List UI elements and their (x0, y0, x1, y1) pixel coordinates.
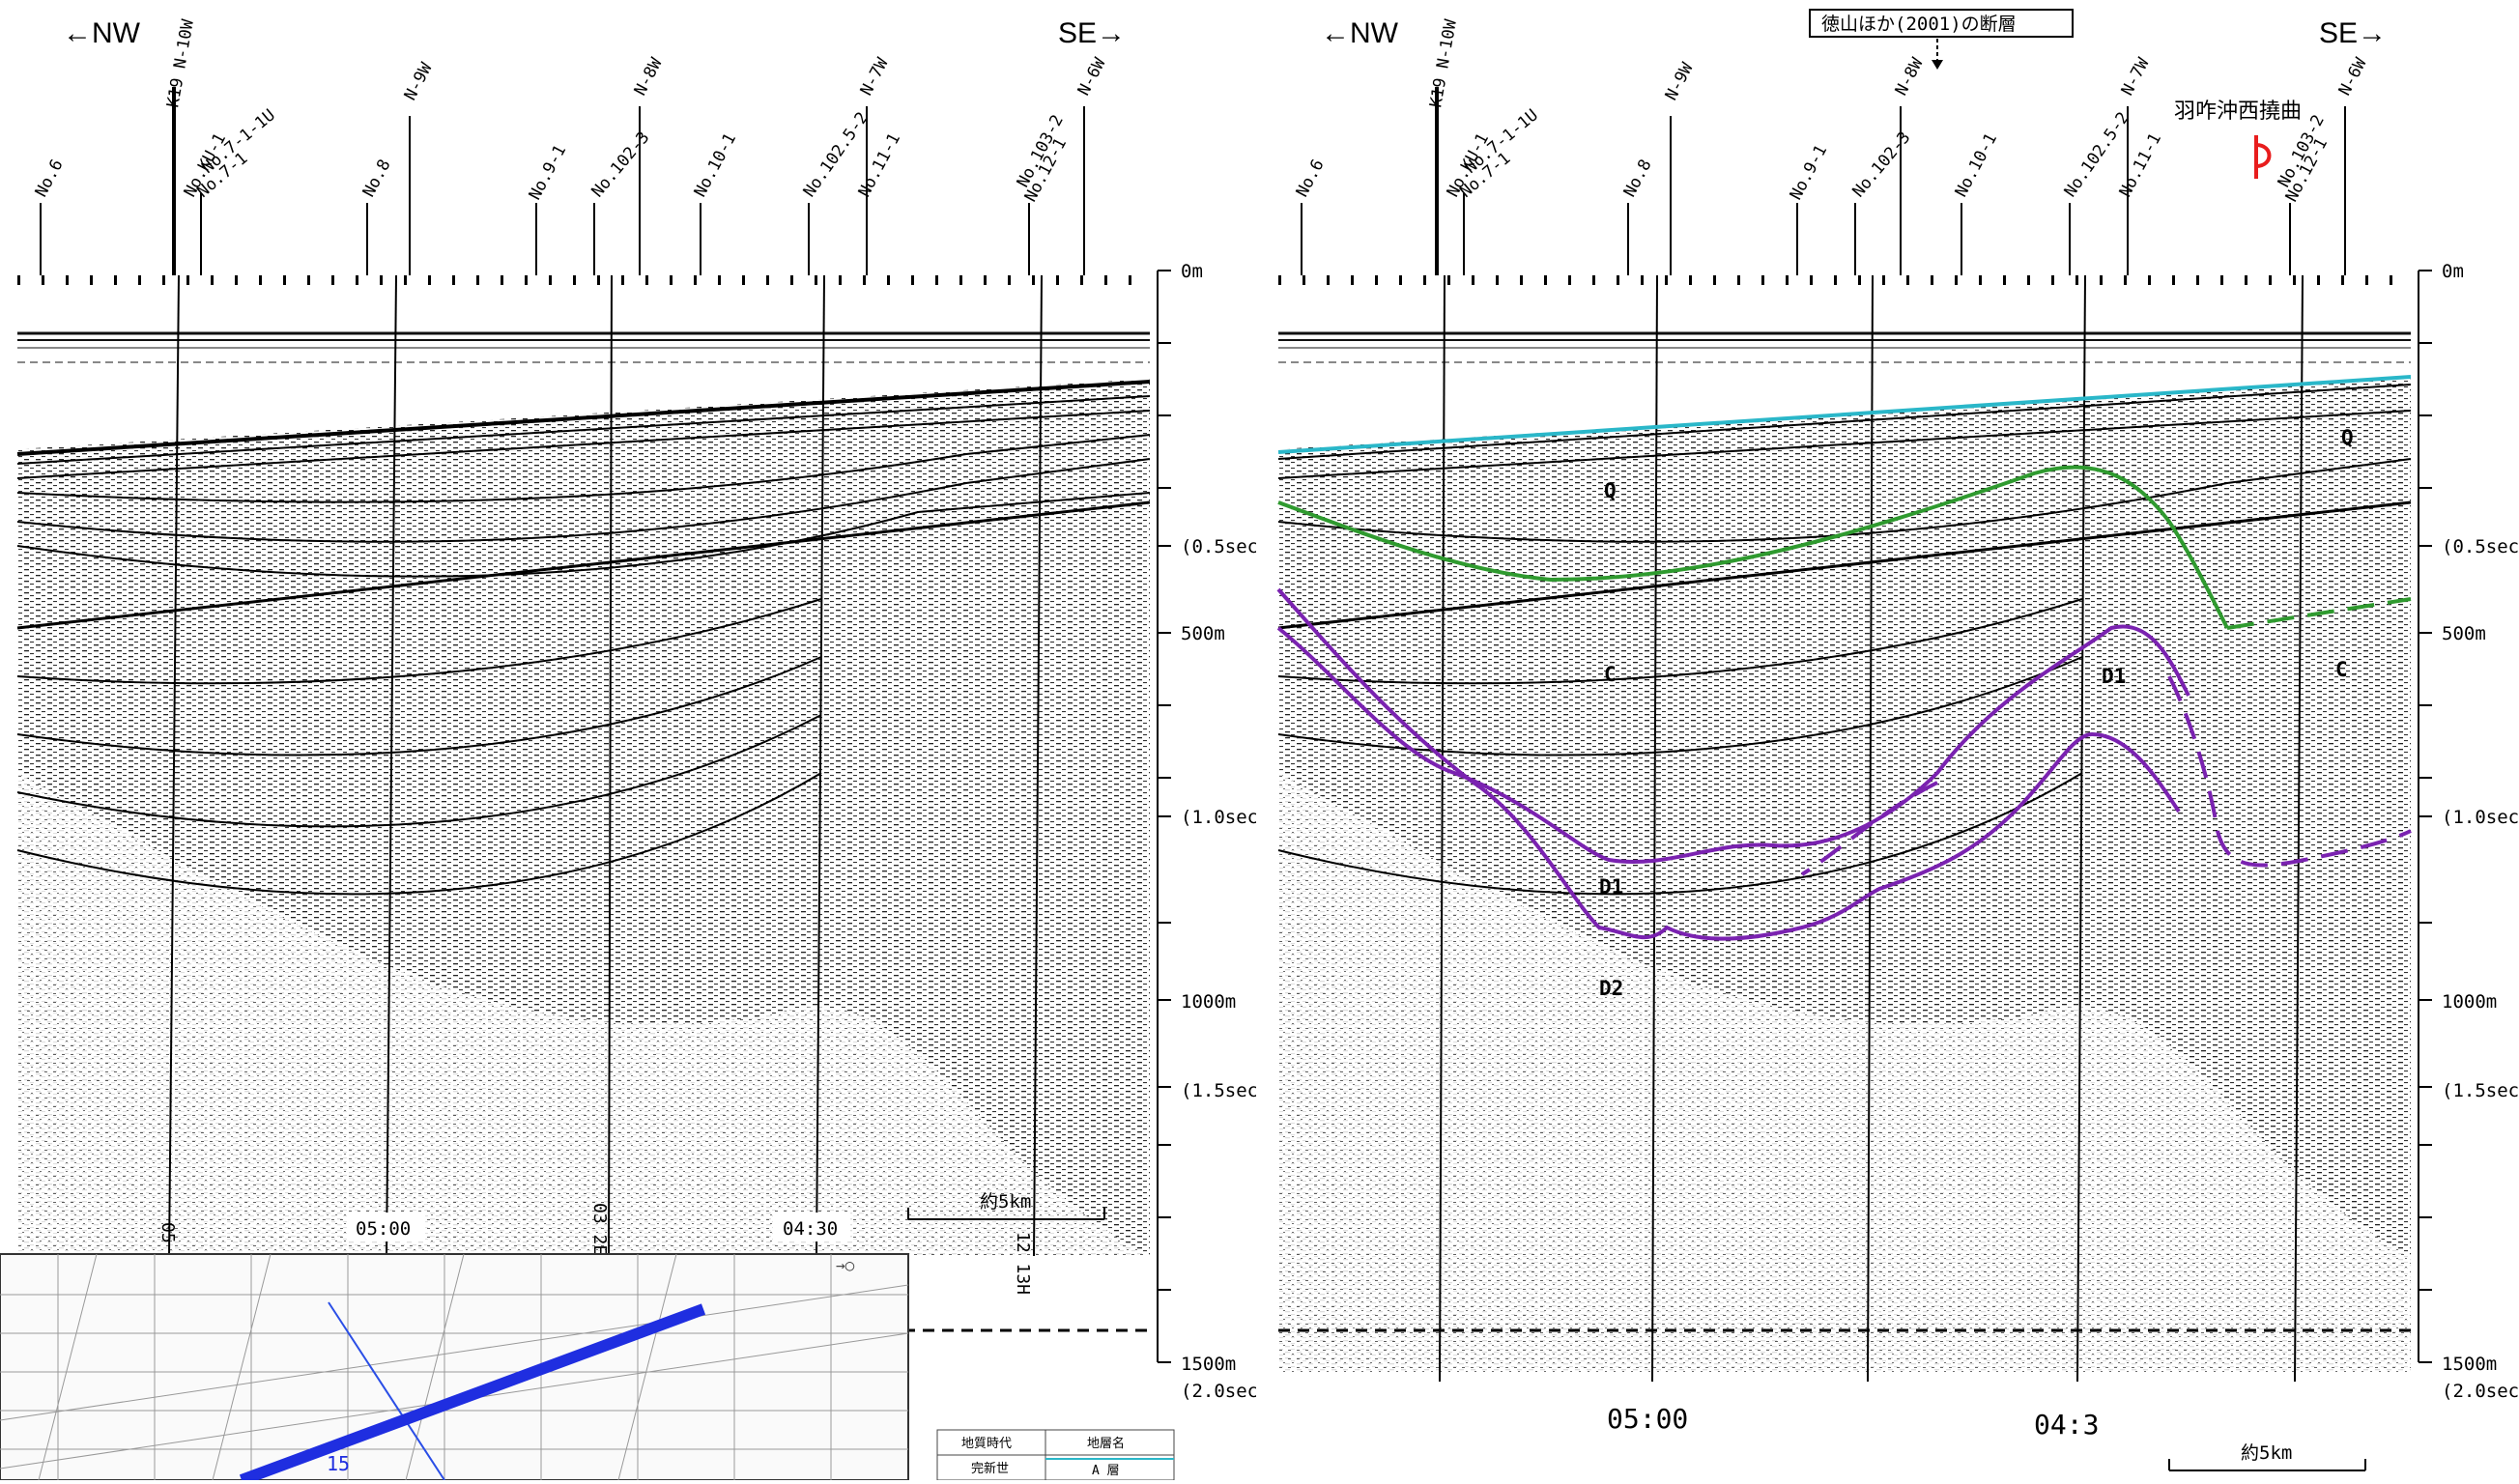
d1-horizon-dashed (2167, 675, 2412, 868)
depth-label: (1.5sec) (1181, 1080, 1256, 1101)
svg-text:約5km: 約5km (980, 1191, 1031, 1213)
station-label: No.9-1 (1787, 142, 1831, 204)
vertical-mark: 03 2EH (589, 1203, 610, 1266)
station-label: N-6W (1074, 54, 1110, 99)
svg-text:約5km: 約5km (2241, 1442, 2292, 1464)
scale-bar: 約5km (2168, 1442, 2366, 1471)
depth-label: 1000m (1181, 991, 1236, 1013)
location-map-inset: 15 →○ (0, 1253, 909, 1484)
unit-label: C (1604, 663, 1617, 686)
q-base-horizon (1277, 465, 2229, 629)
unit-label: D1 (1599, 875, 1623, 899)
station-ticks (40, 87, 1085, 275)
flexure-label: 羽咋沖西撓曲 (2174, 100, 2302, 124)
flexure-symbol-icon (2254, 135, 2272, 179)
q-base-horizon-dashed (2226, 597, 2412, 630)
time-label: 04:30 (783, 1218, 838, 1240)
right-seismic-panel-interpreted: ←NW SE→ 徳山ほか(2001)の断層 羽咋沖西撓曲 (1261, 0, 2519, 1480)
station-label: N-7W (857, 54, 893, 99)
depth-label: (2.0sec) (2442, 1381, 2519, 1402)
svg-text:完新世: 完新世 (971, 1461, 1009, 1476)
depth-label: 1500m (1181, 1354, 1236, 1375)
depth-axis (1157, 270, 1171, 1363)
depth-axis (2418, 270, 2432, 1363)
unit-label: Q (1604, 479, 1617, 502)
station-label: N-9W (1662, 59, 1698, 103)
station-label: N-7W (2118, 54, 2154, 99)
station-label: N-8W (1892, 54, 1928, 99)
station-label: No.10-1 (691, 130, 740, 201)
depth-label: 0m (2442, 261, 2464, 282)
d2-horizon (1276, 587, 2181, 941)
d1-horizon (1276, 624, 2190, 865)
svg-text:地質時代: 地質時代 (961, 1437, 1012, 1451)
unit-label: Q (2341, 426, 2354, 449)
station-label: No.9-1 (526, 142, 570, 204)
depth-label: (0.5sec) (1181, 536, 1256, 557)
depth-label: 1000m (2442, 991, 2497, 1013)
depth-label: 500m (1181, 623, 1225, 644)
unit-label: C (2335, 658, 2348, 681)
depth-label: (1.0sec) (1181, 807, 1256, 828)
unit-label: D1 (2102, 665, 2126, 688)
station-ticks (1301, 87, 2346, 275)
right-seismic-profile: 徳山ほか(2001)の断層 羽咋沖西撓曲 No.6 K19 N-10W (1276, 9, 2519, 1471)
station-label: No.6 (32, 157, 68, 201)
north-arrow-icon: →○ (836, 1256, 855, 1274)
depth-label: (0.5sec) (2442, 536, 2519, 557)
depth-label: 0m (1181, 261, 1203, 282)
depth-label: (1.0sec) (2442, 807, 2519, 828)
depth-label: 500m (2442, 623, 2486, 644)
station-label: N-8W (631, 54, 667, 99)
station-label: N-6W (2335, 54, 2371, 99)
depth-label: (2.0sec) (1181, 1381, 1256, 1402)
left-seismic-panel: ←NW SE→ (0, 0, 1270, 1484)
station-label: No.11-1 (2116, 130, 2165, 201)
arrow-down-icon (1932, 60, 1943, 70)
time-label: 04:3 (2034, 1409, 2099, 1441)
survey-track-line (239, 1303, 706, 1484)
unit-label: D2 (1599, 977, 1623, 1000)
time-label: 05:00 (356, 1218, 411, 1240)
map-marker-label: 15 (327, 1452, 350, 1475)
direction-se-label: SE→ (2319, 17, 2388, 49)
left-seismic-profile: No.6 K19 N-10W No.7-1-1U No.KU-1 No.7-1 … (0, 17, 1270, 1484)
depth-label: (1.5sec) (2442, 1080, 2519, 1101)
seafloor-horizon (1277, 375, 2412, 454)
station-label: No.10-1 (1952, 130, 2001, 201)
svg-text:徳山ほか(2001)の断層: 徳山ほか(2001)の断層 (1821, 14, 2017, 35)
direction-nw-label: ←NW (1321, 17, 1398, 49)
fault-reference-box: 徳山ほか(2001)の断層 (1809, 9, 2074, 70)
legend-table: 地質時代 地層名 完新世 A 層 (936, 1429, 1175, 1481)
scale-bar: 約5km (907, 1191, 1105, 1220)
station-label: No.102-3 (1849, 128, 1915, 202)
direction-se-label: SE→ (1058, 17, 1127, 49)
station-label: No.8 (359, 157, 395, 201)
vertical-mark: 12 13H (1013, 1232, 1033, 1295)
station-label: K19 N-10W (163, 17, 198, 109)
station-label: No.11-1 (855, 130, 904, 201)
fault-trace (328, 1301, 445, 1481)
svg-text:A 層: A 層 (1092, 1464, 1120, 1478)
time-label: 05:00 (1607, 1403, 1688, 1435)
station-label: K19 N-10W (1426, 17, 1461, 109)
depth-label: 1500m (2442, 1354, 2497, 1375)
station-label: No.8 (1620, 157, 1656, 201)
station-label: No.6 (1293, 157, 1329, 201)
station-label: No.102-3 (588, 128, 654, 202)
station-label: N-9W (401, 59, 437, 103)
svg-text:地層名: 地層名 (1087, 1436, 1125, 1451)
direction-nw-label: ←NW (63, 17, 140, 49)
